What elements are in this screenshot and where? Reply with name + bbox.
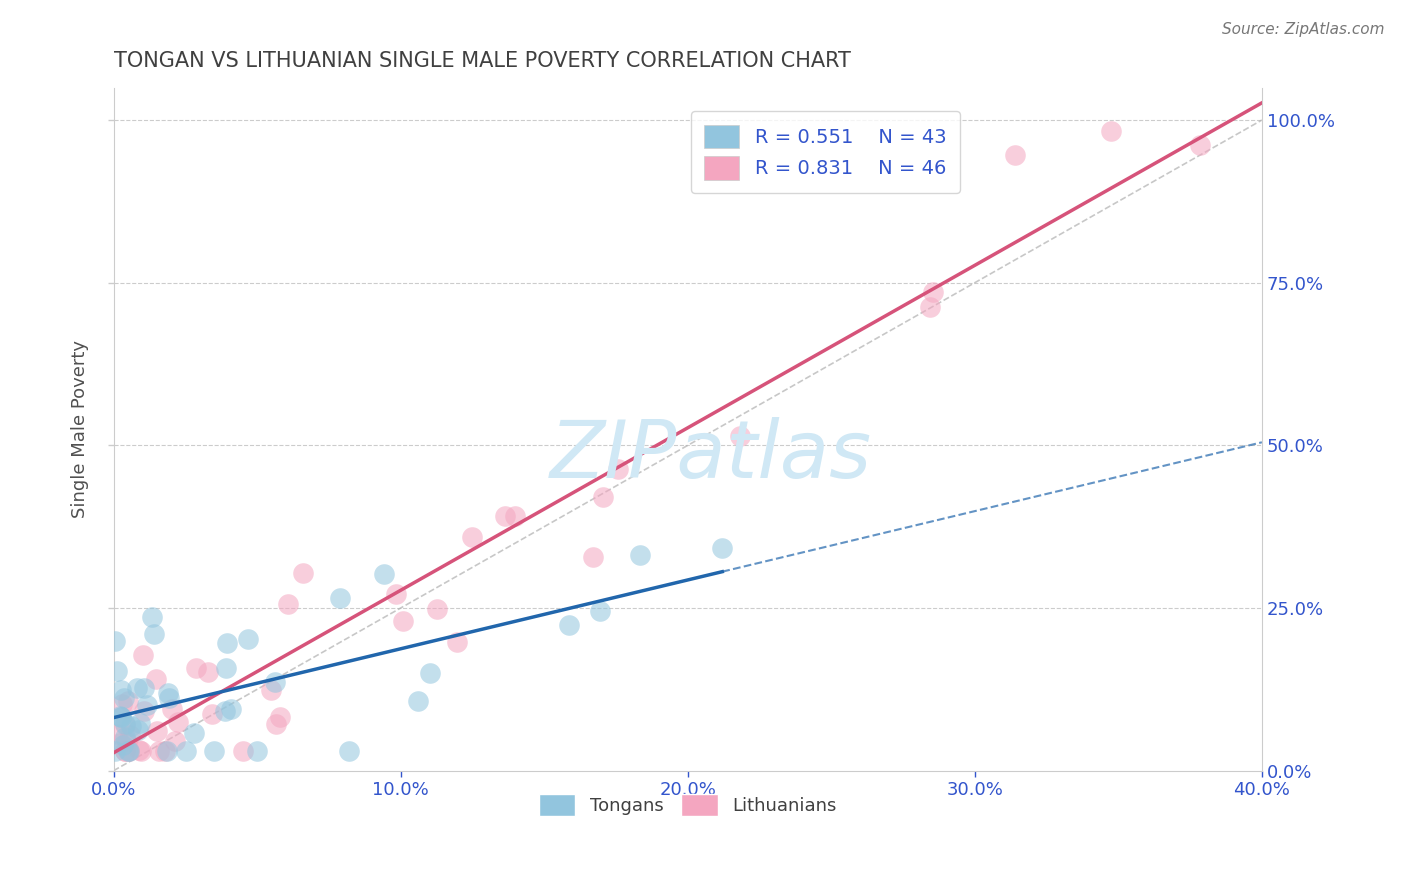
Point xyxy=(120,719,142,733)
Point xyxy=(1099,124,1122,138)
Point xyxy=(114,716,136,731)
Point xyxy=(582,549,605,564)
Point xyxy=(117,744,139,758)
Point xyxy=(156,744,179,758)
Point xyxy=(264,675,287,690)
Point xyxy=(132,648,155,663)
Point xyxy=(607,462,630,476)
Legend: Tongans, Lithuanians: Tongans, Lithuanians xyxy=(531,787,844,823)
Text: Source: ZipAtlas.com: Source: ZipAtlas.com xyxy=(1222,22,1385,37)
Point xyxy=(117,735,139,749)
Point xyxy=(337,744,360,758)
Point xyxy=(157,691,180,706)
Point xyxy=(711,541,734,555)
Point xyxy=(110,709,132,723)
Point xyxy=(918,300,941,314)
Point xyxy=(112,738,135,752)
Point xyxy=(110,682,132,697)
Point xyxy=(461,530,484,544)
Point xyxy=(160,701,183,715)
Point xyxy=(183,726,205,740)
Point xyxy=(266,717,288,731)
Point xyxy=(494,509,516,524)
Point xyxy=(163,734,186,748)
Point xyxy=(141,610,163,624)
Point xyxy=(134,681,156,696)
Point xyxy=(153,744,176,758)
Point xyxy=(184,661,207,675)
Point xyxy=(128,743,150,757)
Point xyxy=(103,744,125,758)
Point xyxy=(628,548,651,562)
Y-axis label: Single Male Poverty: Single Male Poverty xyxy=(72,340,89,518)
Point xyxy=(167,714,190,729)
Point xyxy=(730,429,752,443)
Point xyxy=(292,566,315,580)
Point xyxy=(329,591,352,606)
Point xyxy=(145,672,167,686)
Point xyxy=(118,744,141,758)
Point xyxy=(110,710,132,724)
Point xyxy=(236,632,259,646)
Point xyxy=(246,744,269,758)
Point xyxy=(142,627,165,641)
Point xyxy=(419,666,441,681)
Point xyxy=(120,728,142,742)
Point xyxy=(174,744,197,758)
Point xyxy=(277,597,299,611)
Point xyxy=(148,744,170,758)
Point xyxy=(201,706,224,721)
Point xyxy=(114,718,136,732)
Text: TONGAN VS LITHUANIAN SINGLE MALE POVERTY CORRELATION CHART: TONGAN VS LITHUANIAN SINGLE MALE POVERTY… xyxy=(114,51,851,70)
Point xyxy=(219,702,242,716)
Point xyxy=(127,681,149,695)
Point xyxy=(114,744,136,758)
Point xyxy=(146,723,169,738)
Point xyxy=(215,660,238,674)
Point xyxy=(112,690,135,705)
Point xyxy=(592,490,614,504)
Point xyxy=(922,285,945,299)
Point xyxy=(114,730,136,744)
Point xyxy=(589,604,612,618)
Point xyxy=(406,694,429,708)
Point xyxy=(197,665,219,679)
Point xyxy=(373,566,395,581)
Point xyxy=(446,634,468,648)
Point xyxy=(202,744,225,758)
Point xyxy=(105,727,128,741)
Point xyxy=(558,618,581,632)
Point xyxy=(108,736,131,750)
Point xyxy=(105,665,128,679)
Point xyxy=(132,704,155,718)
Point xyxy=(104,634,127,648)
Point xyxy=(269,710,291,724)
Point xyxy=(127,723,149,738)
Text: ZIPatlas: ZIPatlas xyxy=(550,417,872,495)
Point xyxy=(217,636,239,650)
Point xyxy=(117,694,139,708)
Point xyxy=(426,601,449,615)
Point xyxy=(505,508,527,523)
Point xyxy=(1189,137,1212,152)
Point xyxy=(391,614,413,628)
Point xyxy=(129,716,152,731)
Point xyxy=(136,698,159,712)
Point xyxy=(385,587,408,601)
Point xyxy=(129,744,152,758)
Point xyxy=(156,686,179,700)
Point xyxy=(118,744,141,758)
Point xyxy=(232,744,254,758)
Point xyxy=(260,683,283,698)
Point xyxy=(114,744,136,758)
Point xyxy=(214,704,236,718)
Point xyxy=(1004,148,1026,162)
Point xyxy=(108,708,131,723)
Point xyxy=(111,697,134,711)
